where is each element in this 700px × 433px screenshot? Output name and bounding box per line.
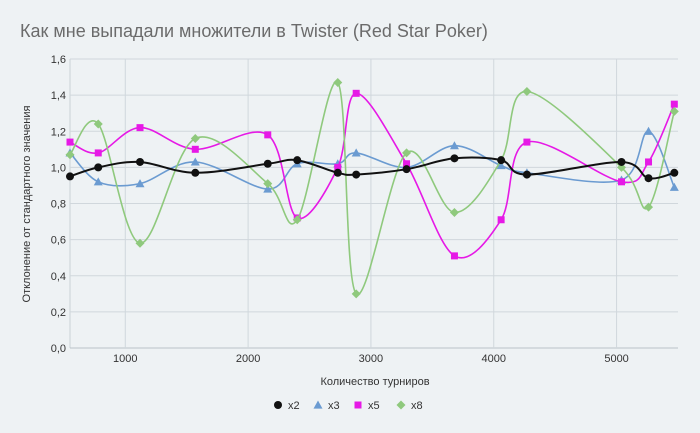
x-tick-label: 2000: [236, 353, 260, 365]
data-point-x2: [191, 168, 200, 177]
data-point-x3: [93, 177, 103, 186]
y-tick-label: 1,6: [51, 54, 66, 66]
data-point-x2: [94, 163, 103, 172]
data-point-x2: [522, 170, 531, 179]
grid: [69, 58, 678, 349]
series-line-x5: [69, 92, 676, 259]
series-x5: [66, 89, 678, 260]
data-point-x5: [334, 163, 342, 171]
series-line-x8: [69, 81, 676, 295]
data-point-x5: [136, 124, 144, 132]
legend-label-x5: x5: [368, 400, 380, 412]
x-tick-label: 4000: [482, 353, 506, 365]
data-point-x2: [66, 172, 74, 181]
y-tick-label: 0,6: [51, 235, 66, 247]
data-point-x5: [497, 216, 505, 224]
data-point-x2: [497, 156, 506, 165]
data-point-x5: [617, 178, 625, 186]
legend: x2 x3 x5 x8: [274, 400, 423, 412]
data-point-x2: [402, 165, 411, 174]
legend-item-x2: x2: [274, 400, 300, 412]
series-x3: [65, 126, 679, 193]
legend-label-x3: x3: [328, 400, 340, 412]
data-point-x8: [93, 119, 103, 129]
chart-title: Как мне выпадали множители в Twister (Re…: [20, 21, 488, 41]
data-point-x8: [351, 289, 361, 299]
data-point-x8: [135, 238, 145, 248]
data-point-x2: [263, 159, 272, 168]
data-point-x2: [352, 170, 361, 179]
data-point-x3: [644, 126, 654, 135]
legend-marker-x3: [313, 400, 323, 409]
data-point-x2: [450, 154, 459, 163]
data-point-x3: [496, 161, 506, 170]
legend-marker-x2: [274, 401, 282, 409]
legend-label-x8: x8: [411, 400, 423, 412]
data-point-x8: [333, 77, 343, 87]
series-x2: [66, 154, 679, 183]
data-point-x3: [263, 184, 273, 193]
y-tick-label: 0,0: [51, 343, 66, 355]
legend-item-x5: x5: [354, 400, 380, 412]
data-point-x5: [66, 138, 74, 146]
data-point-x5: [450, 252, 458, 260]
x-axis-label: Количество турниров: [320, 376, 429, 388]
data-point-x2: [670, 168, 679, 177]
data-point-x2: [293, 156, 302, 165]
y-tick-label: 0,2: [51, 307, 66, 319]
data-point-x8: [65, 150, 75, 160]
data-point-x8: [263, 179, 273, 189]
data-point-x8: [522, 87, 532, 97]
data-point-x3: [135, 179, 145, 188]
legend-item-x8: x8: [396, 400, 423, 412]
data-point-x5: [645, 158, 653, 166]
data-point-x8: [190, 133, 200, 143]
y-axis-label: Отклонение от стандартного значения: [21, 105, 33, 302]
series-line-x2: [69, 156, 675, 180]
data-point-x3: [351, 148, 361, 157]
data-point-x2: [333, 168, 342, 177]
x-tick-label: 5000: [604, 353, 628, 365]
data-point-x8: [644, 202, 654, 212]
data-point-x8: [449, 208, 459, 218]
legend-item-x3: x3: [313, 400, 340, 412]
data-point-x2: [617, 157, 626, 166]
legend-label-x2: x2: [288, 400, 300, 412]
series-line-x3: [69, 130, 676, 190]
y-axis-ticks: 0,0 0,2 0,4 0,6 0,8 1,0 1,2 1,4 1,6: [51, 54, 66, 355]
data-point-x8: [292, 215, 302, 225]
data-point-x5: [94, 149, 102, 157]
data-point-x8: [402, 148, 412, 158]
legend-marker-x5: [354, 401, 362, 409]
data-point-x5: [523, 138, 531, 146]
data-point-x5: [191, 145, 199, 153]
data-point-x8: [669, 106, 679, 116]
y-tick-label: 1,2: [51, 126, 66, 138]
data-point-x2: [644, 174, 653, 183]
y-tick-label: 1,0: [51, 162, 66, 174]
data-point-x3: [449, 141, 459, 150]
x-axis-ticks: 1000 2000 3000 4000 5000: [113, 353, 629, 365]
x-tick-label: 1000: [113, 353, 137, 365]
x-tick-label: 3000: [359, 353, 383, 365]
legend-marker-x8: [396, 400, 406, 410]
data-point-x5: [352, 89, 360, 97]
data-point-x5: [264, 131, 272, 139]
data-point-x2: [136, 157, 145, 166]
y-tick-label: 0,8: [51, 199, 66, 211]
y-tick-label: 0,4: [51, 271, 66, 283]
y-tick-label: 1,4: [51, 90, 66, 102]
series-layer: [65, 77, 679, 299]
data-point-x5: [670, 100, 678, 108]
data-point-x3: [190, 157, 200, 166]
data-point-x3: [669, 182, 679, 191]
series-x8: [65, 77, 679, 299]
data-point-x5: [403, 160, 411, 168]
